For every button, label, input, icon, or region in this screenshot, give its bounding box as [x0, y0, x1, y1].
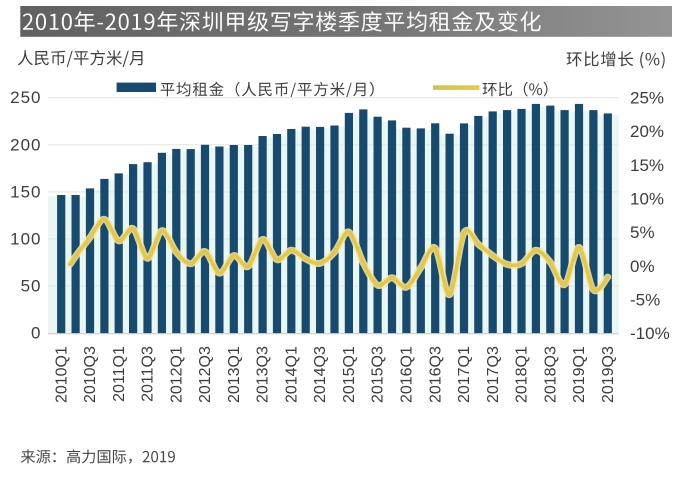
svg-text:5%: 5%	[630, 223, 655, 242]
svg-text:100: 100	[10, 229, 41, 248]
svg-text:2016Q3: 2016Q3	[427, 346, 444, 403]
svg-text:2015Q1: 2015Q1	[341, 346, 358, 403]
svg-text:2016Q1: 2016Q1	[399, 346, 416, 403]
svg-text:2012Q3: 2012Q3	[197, 346, 214, 403]
svg-text:15%: 15%	[630, 156, 664, 175]
svg-text:-5%: -5%	[630, 290, 660, 309]
svg-text:2015Q3: 2015Q3	[370, 346, 387, 403]
svg-text:0: 0	[31, 324, 41, 343]
svg-text:2019Q1: 2019Q1	[571, 346, 588, 403]
svg-text:25%: 25%	[630, 89, 664, 108]
svg-text:-10%: -10%	[630, 324, 670, 343]
svg-text:2013Q1: 2013Q1	[226, 346, 243, 403]
svg-text:0%: 0%	[630, 257, 655, 276]
svg-text:2019Q3: 2019Q3	[600, 346, 617, 403]
svg-text:2018Q3: 2018Q3	[542, 346, 559, 403]
svg-text:20%: 20%	[630, 122, 664, 141]
svg-text:2011Q3: 2011Q3	[140, 346, 157, 402]
svg-text:2017Q3: 2017Q3	[485, 346, 502, 403]
svg-text:10%: 10%	[630, 190, 664, 209]
svg-text:2014Q1: 2014Q1	[283, 346, 300, 403]
svg-text:150: 150	[10, 182, 41, 201]
svg-text:2012Q1: 2012Q1	[168, 346, 185, 403]
svg-text:200: 200	[10, 135, 41, 154]
svg-text:50: 50	[21, 277, 42, 296]
svg-text:2018Q1: 2018Q1	[514, 346, 531, 403]
svg-text:2014Q3: 2014Q3	[312, 346, 329, 403]
svg-text:2017Q1: 2017Q1	[456, 346, 473, 403]
svg-text:2013Q3: 2013Q3	[255, 346, 272, 403]
svg-text:250: 250	[10, 88, 41, 107]
svg-text:2011Q1: 2011Q1	[111, 346, 128, 402]
svg-text:2010Q1: 2010Q1	[53, 346, 70, 403]
svg-text:2010Q3: 2010Q3	[82, 346, 99, 403]
